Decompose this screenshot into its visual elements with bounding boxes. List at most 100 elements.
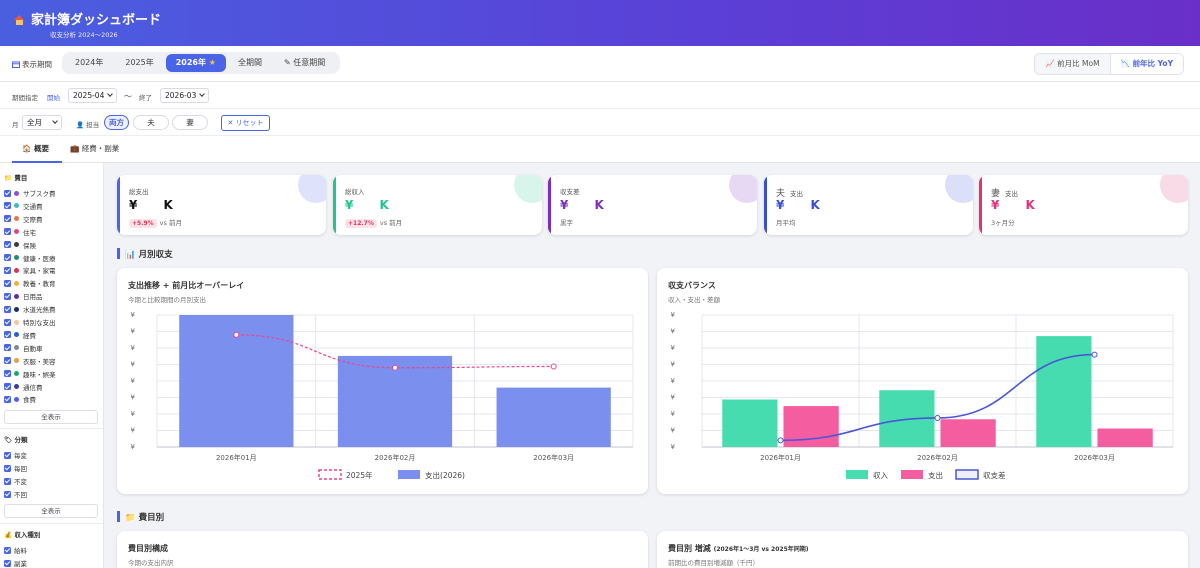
- income-item[interactable]: 副業: [4, 557, 27, 568]
- color-dot: [14, 203, 19, 209]
- pill-2026[interactable]: 2026年 ★: [165, 54, 226, 72]
- change-title-small: (2026年1〜3月 vs 2025年同期): [713, 546, 809, 553]
- kpi-label: 妻支出: [991, 186, 1018, 199]
- category-item[interactable]: 保険: [4, 239, 36, 251]
- end-select[interactable]: 2026-03: [160, 88, 209, 103]
- class-item[interactable]: 不変: [4, 475, 27, 487]
- chevron-down-icon: [52, 118, 58, 124]
- person-husband[interactable]: 夫: [133, 115, 169, 130]
- checkbox-icon[interactable]: [4, 559, 11, 567]
- person-both[interactable]: 両方: [104, 115, 129, 130]
- category-label: 家具・家電: [23, 267, 56, 276]
- checkbox-icon[interactable]: [4, 228, 11, 236]
- checkbox-icon[interactable]: [4, 292, 11, 300]
- y-tick-label: ¥: [671, 311, 676, 319]
- checkbox-icon[interactable]: [4, 202, 11, 210]
- checkbox-icon[interactable]: [4, 305, 11, 313]
- checkbox-icon[interactable]: [4, 395, 11, 403]
- category-item[interactable]: 家具・家電: [4, 264, 56, 276]
- reset-button[interactable]: ✕ リセット: [221, 115, 270, 131]
- legend-label: 2025年: [346, 470, 373, 480]
- start-select[interactable]: 2025-04: [68, 88, 117, 103]
- category-item[interactable]: 交際費: [4, 213, 43, 225]
- classes-show-all[interactable]: 全表示: [4, 504, 98, 518]
- class-item[interactable]: 毎回: [4, 462, 27, 474]
- category-item[interactable]: 食費: [4, 393, 36, 405]
- legend-label: 収支差: [983, 470, 1006, 480]
- category-item[interactable]: 通信費: [4, 381, 43, 393]
- category-label: 自動車: [23, 344, 43, 353]
- checkbox-icon[interactable]: [4, 546, 11, 554]
- categories-head: 📁 費目: [4, 174, 28, 182]
- category-item[interactable]: 教養・教育: [4, 277, 56, 289]
- tag-icon: 🏷: [4, 436, 13, 444]
- checkbox-icon[interactable]: [4, 241, 11, 249]
- x-tick-label: 2026年02月: [375, 453, 416, 462]
- tab-expense[interactable]: 💼 経費・副業: [70, 144, 120, 153]
- category-item[interactable]: 日用品: [4, 290, 43, 302]
- checkbox-icon[interactable]: [4, 370, 11, 378]
- category-item[interactable]: 経費: [4, 329, 36, 341]
- y-tick-label: ¥: [131, 328, 136, 336]
- kpi-decoration: [729, 175, 757, 203]
- kpi-accent: [117, 175, 120, 235]
- category-item[interactable]: サブスク費: [4, 187, 56, 199]
- checkbox-icon[interactable]: [4, 318, 11, 326]
- period-bar: 表示期間 2024年 2025年 2026年 ★ 全期間 ✎ 任意期間 📈 前月…: [0, 46, 1200, 82]
- bar-収入: [722, 399, 778, 447]
- category-label: 食費: [23, 396, 36, 405]
- kpi-accent: [548, 175, 551, 235]
- x-tick-label: 2026年01月: [216, 453, 257, 462]
- category-label: 通信費: [23, 383, 43, 392]
- checkbox-icon[interactable]: [4, 490, 11, 498]
- class-item[interactable]: 毎変: [4, 449, 27, 461]
- kpi-label-text: 夫: [776, 189, 786, 199]
- pill-all[interactable]: 全期間: [237, 58, 262, 67]
- category-item[interactable]: 自動車: [4, 342, 43, 354]
- person-filter-row: 月 全月 👤 担当 両方 夫 妻 ✕ リセット: [0, 109, 1200, 136]
- mom-button[interactable]: 📈 前月比 MoM: [1045, 59, 1100, 68]
- category-item[interactable]: 住宅: [4, 226, 36, 238]
- trend-chart: ¥ ¥ ¥ ¥ ¥ ¥ ¥ ¥ ¥2026年01月 2026年02月 2026年03月 2025年 支出…: [131, 311, 634, 480]
- checkbox-icon[interactable]: [4, 279, 11, 287]
- yoy-button[interactable]: 📉 前年比 YoY: [1109, 54, 1183, 74]
- pill-2024[interactable]: 2024年: [75, 58, 104, 67]
- category-item[interactable]: 特別な支出: [4, 316, 56, 328]
- income-item[interactable]: 給料: [4, 544, 27, 556]
- pill-2025[interactable]: 2025年: [125, 58, 154, 67]
- checkbox-icon[interactable]: [4, 477, 11, 485]
- checkbox-icon[interactable]: [4, 331, 11, 339]
- checkbox-icon[interactable]: [4, 189, 11, 197]
- person-wife[interactable]: 妻: [172, 115, 208, 130]
- kpi-label-sub: 支出: [790, 190, 804, 198]
- y-tick-label: ¥: [671, 410, 676, 418]
- category-item[interactable]: 趣味・娯楽: [4, 368, 56, 380]
- app-title: 家計簿ダッシュボード: [31, 13, 162, 28]
- briefcase-icon: 💼: [70, 144, 80, 153]
- category-item[interactable]: 交通費: [4, 200, 43, 212]
- y-tick-label: ¥: [671, 328, 676, 336]
- checkbox-icon[interactable]: [4, 383, 11, 390]
- kpi-decoration: [1160, 175, 1188, 203]
- month-select[interactable]: 全月: [22, 115, 62, 130]
- color-dot: [14, 371, 19, 377]
- categories-show-all[interactable]: 全表示: [4, 410, 98, 424]
- checkbox-icon[interactable]: [4, 464, 11, 472]
- pencil-icon: ✎: [283, 58, 291, 67]
- category-item[interactable]: 水道光熱費: [4, 303, 56, 315]
- kpi-card: 総支出 ¥ K +5.9% vs 前月: [117, 175, 326, 235]
- balance-chart-panel: 収支バランス 収入・支出・差額 ¥ ¥ ¥ ¥ ¥ ¥ ¥ ¥ ¥2026年01月 2026年02…: [657, 268, 1188, 494]
- y-tick-label: ¥: [671, 361, 676, 369]
- checkbox-icon[interactable]: [4, 254, 11, 261]
- class-item[interactable]: 不回: [4, 488, 27, 500]
- pill-custom[interactable]: ✎ 任意期間: [283, 58, 326, 67]
- tab-overview[interactable]: 🏠 概要: [12, 136, 62, 163]
- checkbox-icon[interactable]: [4, 344, 11, 352]
- checkbox-icon[interactable]: [4, 451, 11, 459]
- category-item[interactable]: 健康・医療: [4, 252, 56, 264]
- color-dot: [14, 358, 19, 364]
- checkbox-icon[interactable]: [4, 357, 11, 365]
- checkbox-icon[interactable]: [4, 215, 11, 223]
- checkbox-icon[interactable]: [4, 266, 11, 274]
- category-item[interactable]: 衣服・美容: [4, 355, 56, 367]
